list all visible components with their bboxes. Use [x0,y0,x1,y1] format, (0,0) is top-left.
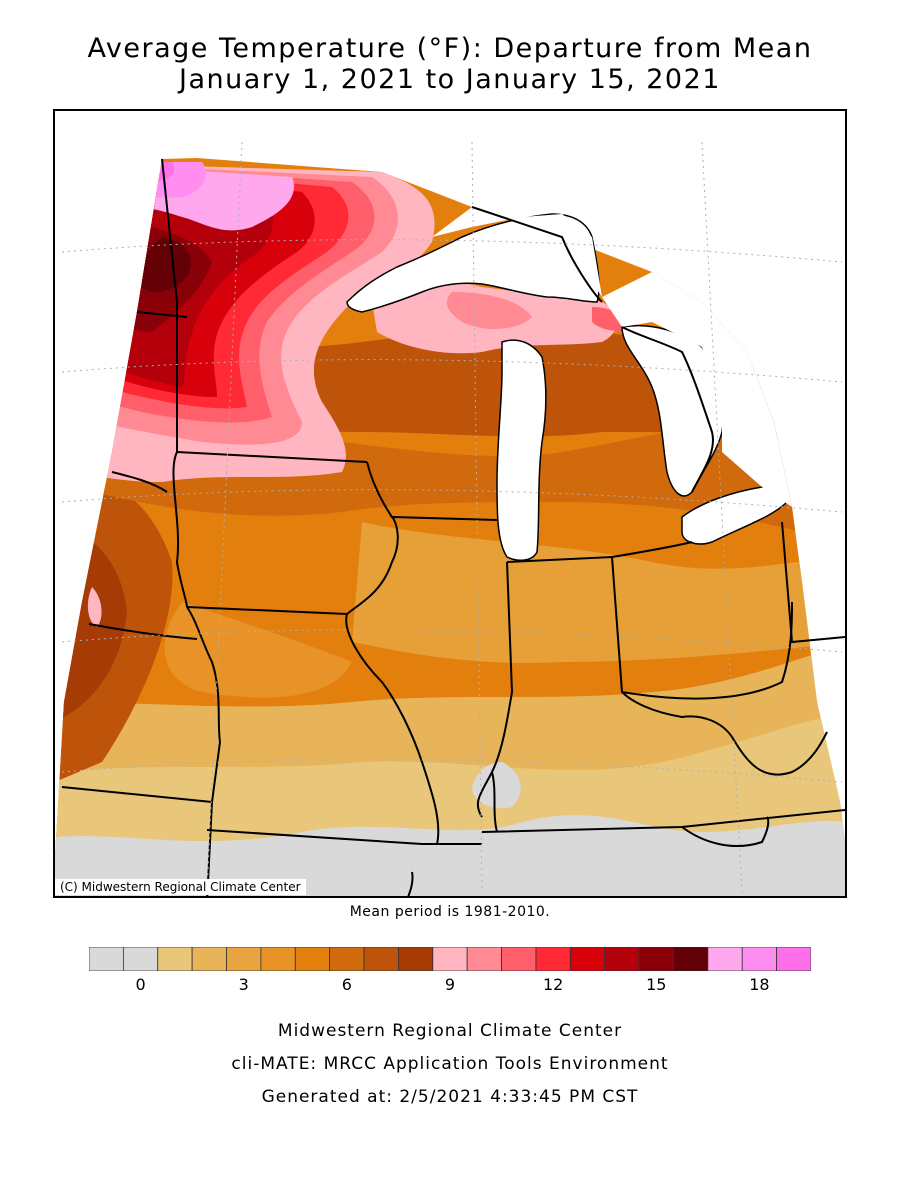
footer-tool-name: cli-MATE: MRCC Application Tools Environ… [231,1054,669,1074]
legend-tick-label: 18 [749,975,770,994]
legend-swatch [707,947,743,971]
legend-tick-label: 3 [238,975,249,994]
mean-period-note: Mean period is 1981-2010. [349,904,551,920]
legend-tick-label: 9 [444,975,456,994]
legend-swatch [535,947,571,971]
legend-swatch [604,947,640,971]
legend-swatch [398,947,434,971]
legend-swatch [122,947,159,971]
map-date-range: January 1, 2021 to January 15, 2021 [179,64,721,95]
footer-generated-time: Generated at: 2/5/2021 4:33:45 PM CST [261,1087,639,1107]
legend-swatch [157,947,193,971]
legend-swatch [260,947,296,971]
footer-organization: Midwestern Regional Climate Center [277,1021,623,1041]
map-credit: (C) Midwestern Regional Climate Center [55,879,306,895]
legend-swatch [329,947,365,971]
legend-swatch [226,947,262,971]
map-panel [53,109,847,898]
legend-tick-labels: 0 3 6 9 12 15 18 [0,975,900,999]
legend-swatch [673,947,709,971]
legend-tick-label: 15 [646,975,667,994]
legend-tick-label: 12 [542,975,564,994]
graticule [61,141,843,893]
legend-swatch [432,947,468,971]
color-legend [89,947,811,971]
legend-swatch [638,947,674,971]
legend-swatch [466,947,502,971]
legend-swatch [501,947,537,971]
legend-swatch [741,947,778,971]
legend-swatch [191,947,227,971]
legend-swatch [363,947,399,971]
legend-tick-label: 6 [341,975,352,994]
legend-swatch [89,947,124,971]
legend-swatch [776,947,811,971]
legend-swatch [294,947,331,971]
temperature-departure-map [55,141,845,896]
state-boundaries [61,158,845,896]
water-and-outside-areas [346,207,792,562]
legend-swatch [569,947,606,971]
map-title: Average Temperature (°F): Departure from… [87,33,813,64]
legend-tick-label: 0 [135,975,146,994]
